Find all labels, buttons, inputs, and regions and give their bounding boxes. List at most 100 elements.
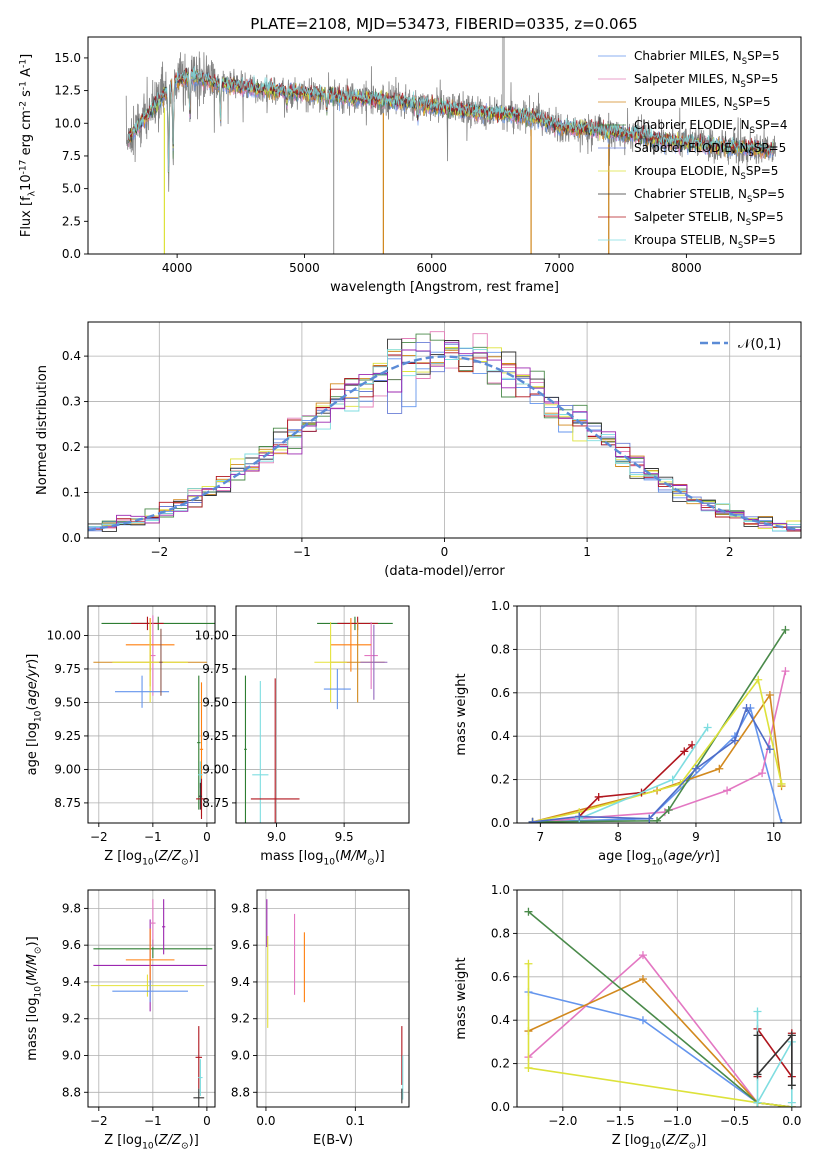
y-tick-label: 12.5 [54,84,81,98]
label-part: Kroupa ELODIE, N [634,164,741,178]
label-part: age/yr [25,662,40,705]
mass-weight-line [532,706,771,823]
x-tick-label: 8 [614,830,622,844]
label-part: )] [189,849,199,864]
y-tick-label: 9.0 [231,1049,250,1063]
mass-weight-line [527,963,792,1107]
legend-label: Kroupa MILES, NSSP=5 [634,95,771,112]
label-part: 10 [34,710,44,722]
label-part: age/yr [668,849,711,864]
label-part: λ [28,190,38,196]
label-part: SP=5 [752,187,785,201]
label-part: Z [log [104,1133,142,1148]
mass-weight-line [532,629,787,823]
x-tick-label: 0.0 [256,1114,275,1128]
label-part: 10 [34,986,44,998]
x-tick-label: 9 [692,830,700,844]
x-tick-label: 1 [583,545,591,559]
legend-label: Salpeter MILES, NSSP=5 [634,72,778,89]
axes-frame [235,605,410,824]
label-part: ( [25,981,40,986]
x-axis-label: mass [log10(M/M⊙)] [260,849,384,868]
y-tick-label: 0.8 [491,642,510,656]
x-tick-label: 4000 [162,261,193,275]
label-part: Z/Z [158,849,182,864]
label-part: )] [696,1133,706,1148]
plus-marker [777,819,786,823]
label-part: 10 [19,174,34,191]
plot-area [88,331,801,532]
x-tick-label: −1.0 [663,1114,692,1128]
y-tick-label: 8.75 [202,796,229,810]
plus-marker [781,625,790,634]
plus-marker [723,786,732,795]
label-part: ( [661,1133,666,1148]
label-part: 10 [650,1142,662,1152]
label-part: age [log [598,849,651,864]
legend-label: 𝒩(0,1) [738,337,781,352]
label-part: SP=5 [743,233,776,247]
y-tick-label: 1.0 [491,883,510,897]
error-bar-point [198,1059,203,1096]
x-tick-label: 2 [726,545,734,559]
y-tick-label: 2.5 [62,214,81,228]
error-bar-point [330,618,372,672]
legend-label: Chabrier MILES, NSSP=5 [634,49,780,66]
x-tick-label: −1.5 [605,1114,634,1128]
y-tick-label: 0.8 [491,926,510,940]
panel-spectrum: Chabrier MILES, NSSP=5 Salpeter MILES, NS… [18,36,802,295]
error-bar-point [244,675,247,823]
y-tick-label: 8.8 [231,1085,250,1099]
y-tick-label: 9.2 [231,1012,250,1026]
label-part: wavelength [Angstrom, rest frame] [330,280,559,295]
label-part: ( [154,849,159,864]
y-tick-label: 0.6 [491,970,510,984]
label-part: mass [log [25,998,40,1061]
axes-frame [516,889,802,1108]
y-tick-label: 0.4 [491,1013,510,1027]
plus-marker [645,814,654,823]
label-part: 10 [323,858,335,868]
label-part: ] [19,54,34,59]
label-part: SP=4 [755,118,788,132]
plus-marker [524,907,533,916]
label-part: -2 [18,101,28,110]
error-bar-point [90,974,205,997]
x-tick-label: 10 [766,830,781,844]
label-part: )] [25,654,40,664]
y-tick-label: 0.2 [491,1057,510,1071]
plus-marker [787,1031,796,1040]
legend: 𝒩(0,1) [700,337,781,352]
y-tick-label: 0.0 [62,247,81,261]
legend-label: Chabrier STELIB, NSSP=5 [634,187,785,204]
plus-marker [742,703,751,712]
x-tick-label: −1 [144,1114,162,1128]
plus-marker [528,817,537,823]
label-part: SP=5 [754,141,787,155]
label-part: Normed distribution [35,365,50,495]
plus-marker [524,959,533,968]
x-tick-label: 9.0 [267,830,286,844]
x-tick-label: 0.0 [782,1114,801,1128]
label-part: ⊙ [34,946,44,954]
plus-marker [703,723,712,732]
label-part: S [733,102,738,112]
plot-area [125,37,776,254]
plus-marker [691,764,700,773]
label-part: ⊙ [181,858,189,868]
x-tick-label: 0 [203,830,211,844]
y-tick-label: 0.3 [62,395,81,409]
mass-weight-line [756,1033,793,1086]
label-part: ⊙ [367,858,375,868]
plus-marker [594,792,603,801]
mass-weight-line [527,953,792,1107]
label-part: Z/Z [158,1133,182,1148]
error-bar-point [250,678,300,823]
label-part: s [19,90,34,101]
y-tick-label: 9.25 [54,729,81,743]
y-tick-label: 10.00 [47,628,81,642]
y-tick-label: 0.1 [62,486,81,500]
label-part: )] [25,936,40,946]
y-tick-label: 1.0 [491,599,510,613]
